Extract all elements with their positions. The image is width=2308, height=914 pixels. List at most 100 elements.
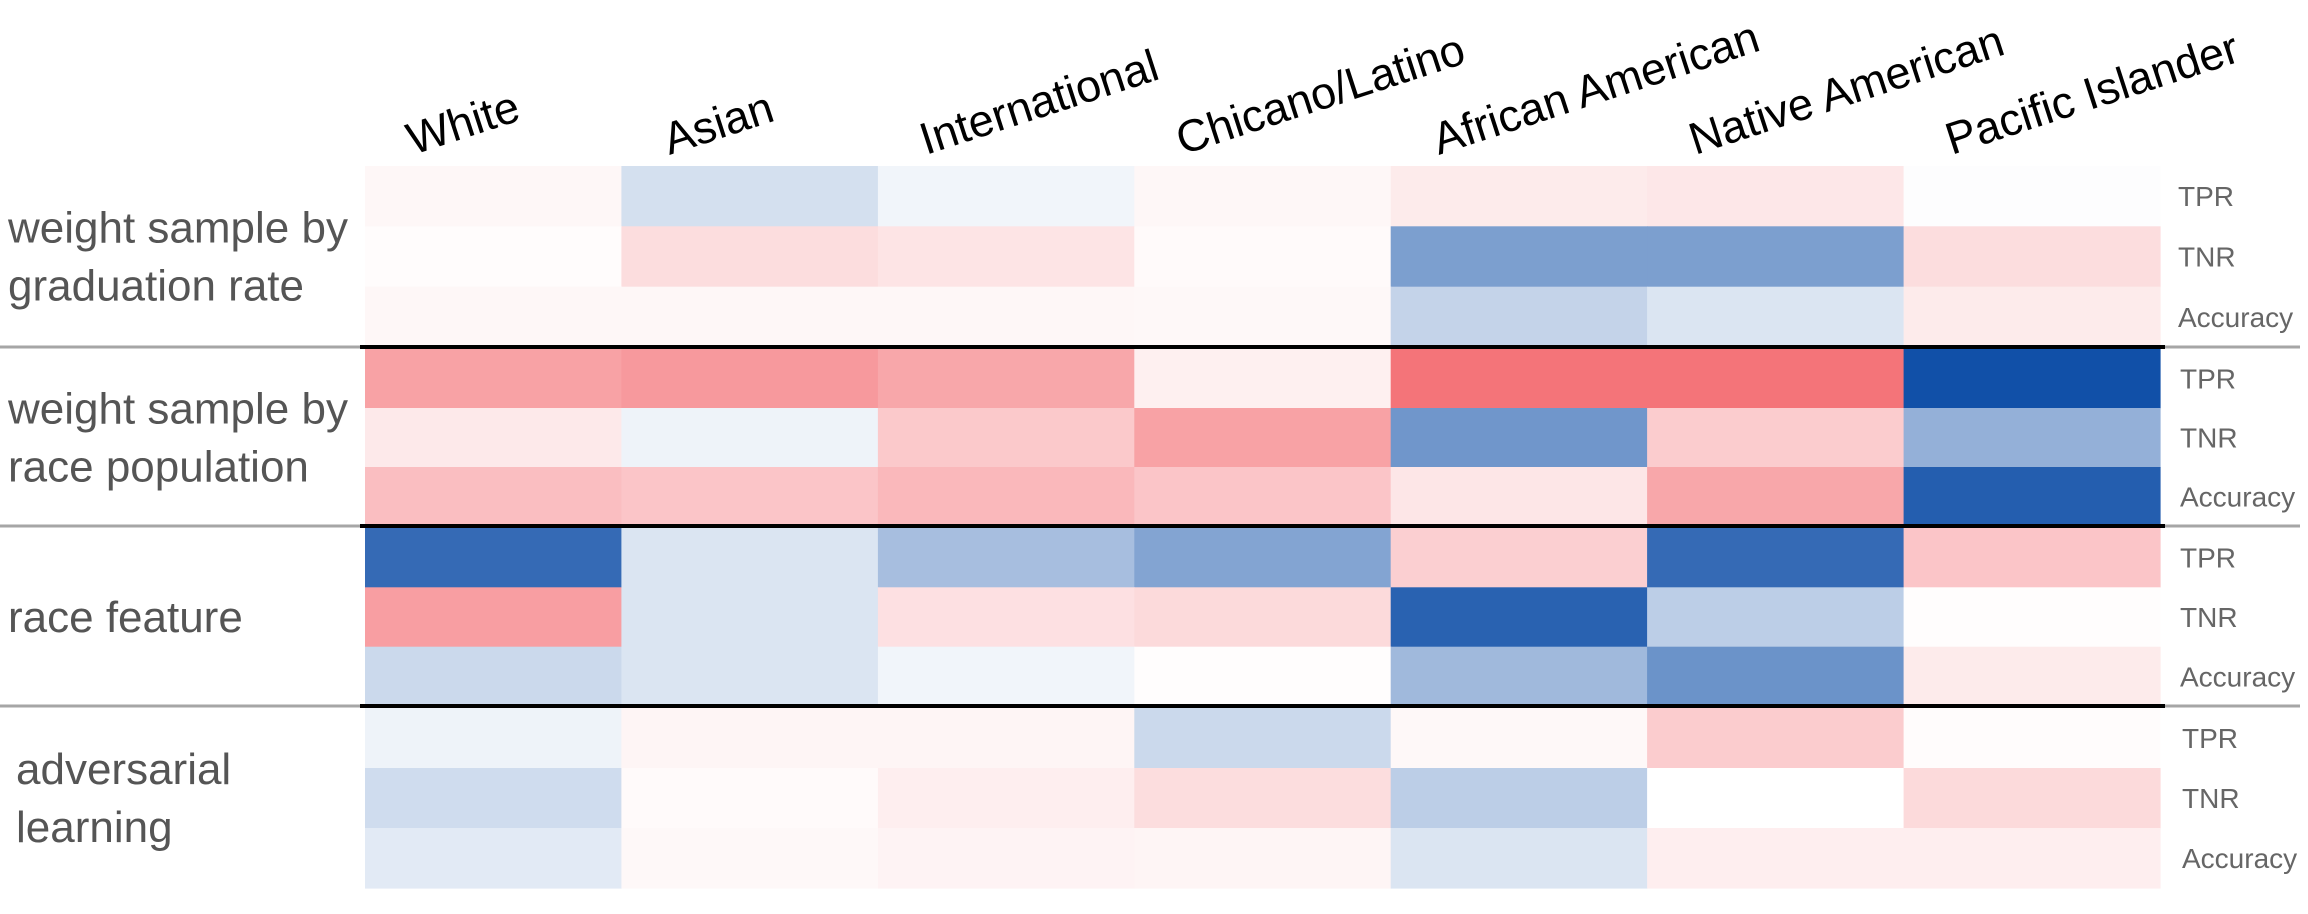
heatmap-cell [1390,349,1648,409]
heatmap-cell [1903,708,2161,769]
column-label: Asian [657,81,780,164]
heatmap-cell [1903,646,2161,707]
heatmap-cell [365,828,622,889]
heatmap-cell [365,708,622,769]
heatmap-cell [1647,646,1905,707]
heatmap-cell [877,587,1135,648]
heatmap-cell [621,828,879,889]
heatmap-cell [1390,708,1648,769]
heatmap-cell [1903,166,2161,227]
heatmap-cell [365,166,622,227]
metric-label: TNR [2180,423,2238,454]
heatmap-cell [621,708,879,769]
heatmap-cell [621,587,879,648]
heatmap-cell [1134,587,1392,648]
heatmap-cell [877,408,1135,468]
heatmap-cell [621,408,879,468]
heatmap-cell [877,528,1135,588]
metric-label: TNR [2178,242,2236,273]
heatmap-cell [1390,828,1648,889]
heatmap-cell [1134,166,1392,227]
heatmap-cell [621,349,879,409]
heatmap-cell [365,646,622,707]
heatmap-cell [877,768,1135,829]
metric-label: Accuracy [2180,482,2295,513]
heatmap-cell [1903,528,2161,588]
metric-label: Accuracy [2178,302,2293,333]
heatmap-cell [365,226,622,288]
column-label: Chicano/Latino [1170,23,1471,164]
column-label: White [400,80,525,164]
group-label: learning [16,803,173,852]
metric-label: TPR [2178,181,2234,212]
heatmap-cell [1647,467,1905,527]
heatmap-cell [1647,708,1905,769]
heatmap-cell [877,349,1135,409]
metric-label: Accuracy [2180,661,2295,692]
heatmap-cell [621,467,879,527]
metric-label: TNR [2180,602,2238,633]
metric-label: Accuracy [2182,843,2297,874]
heatmap-cell [1134,408,1392,468]
heatmap-cell [1903,587,2161,648]
heatmap-cell [621,226,879,288]
heatmap-cell [1903,286,2161,348]
group-label: graduation rate [8,262,304,311]
heatmap-cell [621,646,879,707]
heatmap-cell [1647,828,1905,889]
heatmap-cell [877,708,1135,769]
heatmap-cell [1134,467,1392,527]
heatmap-cell [1390,768,1648,829]
heatmap-cell [1134,349,1392,409]
heatmap-cell [1134,286,1392,348]
heatmap-cell [621,528,879,588]
heatmap-cell [1390,587,1648,648]
heatmap-cell [1134,708,1392,769]
heatmap-cell [1390,467,1648,527]
metric-labels: TPR TNR Accuracy TPR TNR Accuracy TPR TNR Accura… [2178,181,2297,874]
heatmap-cell [1647,587,1905,648]
heatmap-cell [1390,166,1648,227]
heatmap-cell [877,828,1135,889]
heatmap-cell [365,467,622,527]
heatmap-cell [1903,768,2161,829]
heatmap-cell [1903,467,2161,527]
heatmap-cell [1647,768,1905,829]
heatmap-cell [1134,646,1392,707]
heatmap-cell [1134,528,1392,588]
group-label: weight sample by [7,385,348,434]
heatmap-cell [365,349,622,409]
group-label: weight sample by [7,204,348,253]
heatmap-cell [1647,286,1905,348]
heatmap-cell [1390,226,1648,288]
heatmap-cell [877,166,1135,227]
heatmap-cell [365,408,622,468]
heatmap-cell [1903,226,2161,288]
group-separators [0,345,2300,708]
heatmap-cell [1390,528,1648,588]
heatmap-cell [877,286,1135,348]
heatmap-cell [1647,166,1905,227]
heatmap-cell [1134,768,1392,829]
heatmap-cell [1647,349,1905,409]
heatmap-cell [365,587,622,648]
column-labels: White Asian International Chicano/LatinoAfr… [400,11,2245,165]
heatmap-cell [1134,828,1392,889]
group-label: adversarial [16,745,231,794]
heatmap-cell [365,286,622,348]
group-label: race feature [8,593,243,642]
group-label: race population [8,443,309,492]
heatmap-cell [877,226,1135,288]
heatmap-cell [1390,286,1648,348]
column-label: International [913,39,1164,164]
heatmap-cell [1647,408,1905,468]
heatmap-cell [1903,828,2161,889]
heatmap-cell [877,467,1135,527]
heatmap-cell [365,768,622,829]
heatmap-cell [621,166,879,227]
heatmap-cell [1390,408,1648,468]
heatmap-cell [1647,528,1905,588]
heatmap-cell [365,528,622,588]
heatmap-cells [365,166,2161,889]
